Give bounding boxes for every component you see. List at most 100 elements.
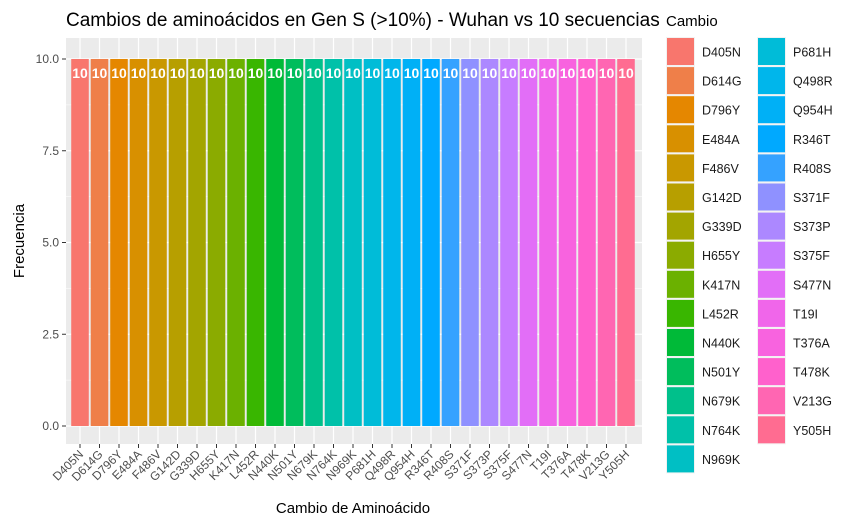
bar-L452R: [246, 59, 265, 426]
legend-label: N969K: [702, 453, 741, 467]
bar-data-label: 10: [92, 65, 108, 81]
legend-swatch: [758, 387, 785, 415]
bar-data-label: 10: [423, 65, 439, 81]
legend-swatch: [758, 67, 785, 95]
y-axis: 0.0 2.5 5.0 7.5 10.0: [36, 52, 66, 433]
legend-label: Q498R: [793, 75, 833, 89]
legend-swatch: [758, 38, 785, 65]
legend-item-R346T: R346T: [757, 124, 831, 154]
legend-label: D405N: [702, 46, 741, 60]
y-tick-label: 7.5: [42, 144, 59, 158]
legend-label: N501Y: [702, 366, 741, 380]
bar-data-label: 10: [189, 65, 205, 81]
bar-R408S: [441, 59, 460, 426]
legend-item-D796Y: D796Y: [666, 95, 741, 125]
x-axis: D405ND614GD796YE484AF486VG142DG339DH655Y…: [50, 444, 632, 484]
bar-data-label: 10: [462, 65, 478, 81]
y-tick-label: 10.0: [36, 52, 60, 66]
legend-swatch: [758, 299, 785, 327]
legend-swatch: [758, 96, 785, 124]
bar-data-label: 10: [482, 65, 498, 81]
legend-label: T478K: [793, 366, 830, 380]
legend-item-S375F: S375F: [757, 240, 830, 270]
bar-data-label: 10: [111, 65, 127, 81]
legend-swatch: [667, 270, 694, 298]
legend-swatch: [758, 270, 785, 298]
bar-T19I: [539, 59, 557, 426]
legend-item-P681H: P681H: [757, 37, 831, 66]
legend-swatch: [758, 329, 785, 356]
bar-R346T: [422, 59, 440, 426]
bar-data-label: 10: [579, 65, 595, 81]
legend-label: S373P: [793, 220, 831, 234]
legend-label: D614G: [702, 75, 742, 89]
bar-data-labels: 10 10 10 10 10 10 10 10 10 10 10 10 10 10 10 10 10 10 10 10…: [72, 65, 634, 81]
legend-label: F486V: [702, 162, 739, 176]
bar-H655Y: [207, 59, 226, 426]
legend-swatch: [667, 416, 694, 444]
bar-F486V: [149, 59, 167, 426]
legend-item-N969K: N969K: [666, 444, 741, 474]
legend-swatch: [667, 329, 694, 356]
legend-item-H655Y: H655Y: [666, 240, 741, 270]
bar-N969K: [344, 59, 362, 426]
legend-swatch: [758, 358, 785, 386]
legend-swatch: [667, 38, 694, 65]
legend-label: Q954H: [793, 104, 833, 118]
bar-S371F: [461, 59, 479, 426]
legend-item-T19I: T19I: [757, 298, 818, 328]
legend-label: N679K: [702, 395, 741, 409]
legend-item-G339D: G339D: [666, 211, 742, 241]
bar-Q498R: [383, 59, 401, 426]
legend-label: T376A: [793, 337, 830, 351]
bar-T376A: [558, 59, 577, 426]
legend-item-T478K: T478K: [757, 357, 830, 387]
legend-item-S477N: S477N: [757, 269, 831, 299]
legend-item-Y505H: Y505H: [757, 415, 831, 445]
legend-item-K417N: K417N: [666, 269, 740, 299]
bar-G339D: [188, 59, 206, 426]
bar-data-label: 10: [267, 65, 283, 81]
bar-E484A: [129, 59, 148, 426]
legend-swatch: [667, 212, 694, 240]
legend-label: T19I: [793, 307, 818, 321]
legend-item-T376A: T376A: [757, 328, 830, 357]
legend-item-L452R: L452R: [666, 298, 739, 328]
legend-label: R408S: [793, 162, 831, 176]
legend-label: G339D: [702, 220, 742, 234]
bar-data-label: 10: [365, 65, 381, 81]
legend-label: S371F: [793, 191, 830, 205]
legend-swatch: [667, 358, 694, 386]
legend-label: K417N: [702, 278, 740, 292]
bar-data-label: 10: [501, 65, 517, 81]
legend-swatch: [758, 416, 785, 444]
chart-title: Cambios de aminoácidos en Gen S (>10%) -…: [66, 10, 660, 31]
legend-item-S373P: S373P: [757, 211, 831, 241]
legend-swatch: [667, 445, 694, 473]
legend-label: D796Y: [702, 104, 741, 118]
legend-label: R346T: [793, 133, 831, 147]
y-tick-label: 5.0: [42, 236, 59, 250]
bar-Y505H: [617, 59, 635, 426]
legend-swatch: [758, 212, 785, 240]
bar-S373P: [480, 59, 499, 426]
legend-swatch: [667, 387, 694, 415]
bar-data-label: 10: [618, 65, 634, 81]
legend-item-S371F: S371F: [757, 182, 830, 212]
bar-data-label: 10: [228, 65, 244, 81]
legend-label: P681H: [793, 46, 831, 60]
legend-label: E484A: [702, 133, 740, 147]
legend-swatch: [758, 183, 785, 211]
legend-item-V213G: V213G: [757, 386, 832, 416]
legend-item-Q498R: Q498R: [757, 66, 833, 96]
bars: [71, 59, 635, 426]
legend-label: H655Y: [702, 249, 741, 263]
bar-data-label: 10: [384, 65, 400, 81]
legend-item-Q954H: Q954H: [757, 95, 833, 125]
legend-title: Cambio: [666, 13, 718, 30]
bar-T478K: [578, 59, 596, 426]
bar-data-label: 10: [287, 65, 303, 81]
bar-K417N: [227, 59, 245, 426]
bar-D614G: [90, 59, 109, 426]
bar-P681H: [363, 59, 382, 426]
